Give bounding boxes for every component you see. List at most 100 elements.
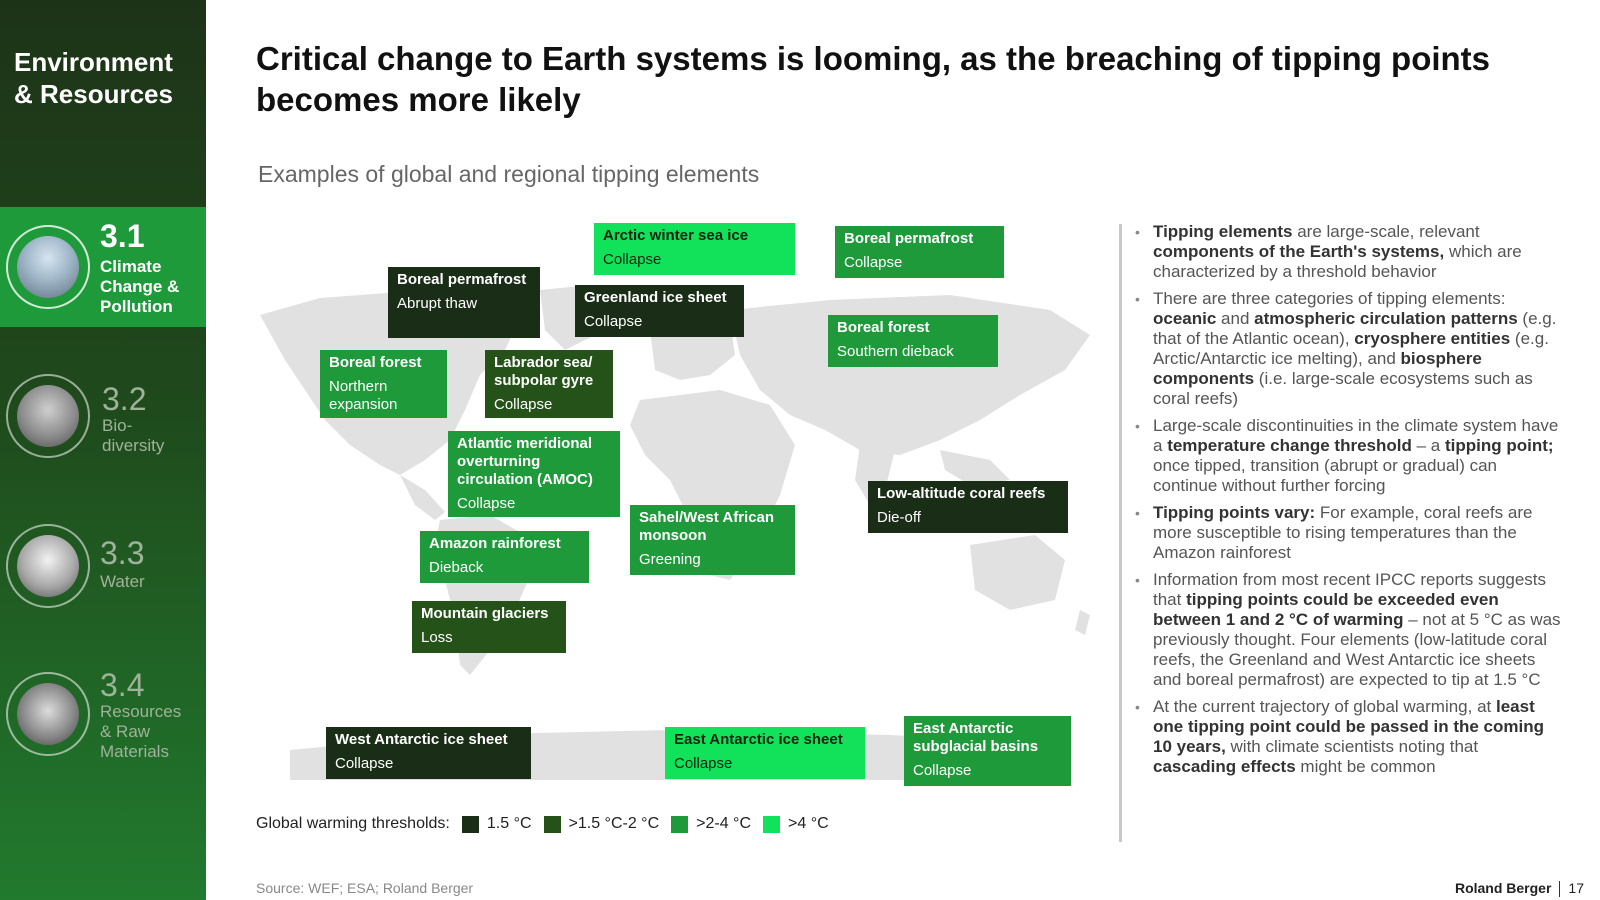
- nav-number: 3.4: [100, 667, 145, 703]
- bullet-text: might be common: [1295, 757, 1436, 776]
- legend-item-label: >4 °C: [788, 815, 829, 832]
- bullet-point: Large-scale discontinuities in the clima…: [1133, 416, 1561, 496]
- bullet-emphasis: cryosphere entities: [1354, 329, 1511, 348]
- bullet-emphasis: Tipping elements: [1153, 222, 1293, 241]
- tipping-element-box: Atlantic meridional overturning circulat…: [448, 431, 620, 517]
- element-name: Low-altitude coral reefs: [877, 485, 1046, 502]
- element-effect: Collapse: [335, 755, 394, 772]
- element-effect: Collapse: [913, 762, 972, 779]
- bullet-text: – a: [1411, 436, 1445, 455]
- source-note: Source: WEF; ESA; Roland Berger: [256, 880, 474, 896]
- page-number: 17: [1568, 880, 1584, 896]
- element-name: East Antarctic subglacial basins: [913, 720, 1039, 755]
- divider: [1559, 881, 1561, 898]
- legend: Global warming thresholds: 1.5 °C >1.5 °…: [256, 815, 829, 833]
- bullet-point: Tipping elements are large-scale, releva…: [1133, 222, 1561, 282]
- element-name: Greenland ice sheet: [584, 289, 727, 306]
- tipping-element-box: Arctic winter sea ice Collapse: [594, 223, 795, 275]
- bullet-list: Tipping elements are large-scale, releva…: [1133, 222, 1561, 784]
- element-name: Amazon rainforest: [429, 535, 561, 552]
- bullet-text: and: [1216, 309, 1255, 328]
- bullet-emphasis: biosphere components: [1153, 349, 1482, 388]
- bullet-text: are large-scale, relevant: [1292, 222, 1480, 241]
- bullet-point: At the current trajectory of global warm…: [1133, 697, 1561, 777]
- bullet-text: with climate scientists noting that: [1225, 737, 1479, 756]
- tipping-element-box: Amazon rainforest Dieback: [420, 531, 589, 583]
- element-effect: Collapse: [457, 495, 516, 512]
- nav-item-biodiversity[interactable]: 3.2 Bio-diversity: [0, 370, 206, 490]
- bullet-text: – not at 5 °C as was previously thought.…: [1153, 610, 1561, 689]
- nav-number: 3.1: [100, 218, 145, 254]
- bird-icon: [6, 374, 90, 458]
- element-name: Boreal forest: [837, 319, 930, 336]
- bullet-emphasis: Tipping points vary:: [1153, 503, 1316, 522]
- tipping-element-box: Sahel/West African monsoon Greening: [630, 505, 795, 575]
- legend-item-label: >2-4 °C: [696, 815, 751, 832]
- bullet-point: There are three categories of tipping el…: [1133, 289, 1561, 409]
- tipping-element-box: Low-altitude coral reefs Die-off: [868, 481, 1068, 533]
- water-drop-icon: [6, 524, 90, 608]
- element-effect: Loss: [421, 629, 453, 646]
- element-name: Atlantic meridional overturning circulat…: [457, 435, 593, 488]
- element-effect: Abrupt thaw: [397, 295, 478, 312]
- legend-swatch: [461, 815, 479, 833]
- bullet-text: (e.g. that of the Atlantic ocean),: [1153, 309, 1557, 348]
- sidebar: Environment & Resources 3.1 Climate Chan…: [0, 0, 206, 900]
- element-effect: Collapse: [584, 313, 643, 330]
- bullet-text: once tipped, transition (abrupt or gradu…: [1153, 456, 1497, 495]
- factory-smokestack-icon: [6, 225, 90, 309]
- bullet-text: Information from most recent IPCC report…: [1153, 570, 1547, 609]
- page-title: Critical change to Earth systems is loom…: [256, 40, 1491, 118]
- nav-label: Climate Change & Pollution: [100, 257, 180, 316]
- bullet-emphasis: tipping point;: [1444, 436, 1554, 455]
- tipping-element-box: Boreal permafrost Collapse: [835, 226, 1004, 278]
- bullet-emphasis: least one tipping point could be passed …: [1153, 697, 1544, 756]
- nav-number: 3.2: [102, 381, 147, 417]
- bullet-point: Tipping points vary: For example, coral …: [1133, 503, 1561, 563]
- bullet-emphasis: oceanic: [1153, 309, 1217, 328]
- footer-brand: Roland Berger 17: [1455, 880, 1584, 898]
- tipping-element-box: Mountain glaciers Loss: [412, 601, 566, 653]
- nav-item-water[interactable]: 3.3 Water: [0, 520, 206, 640]
- nav-label: Resources & Raw Materials: [100, 702, 182, 761]
- bullet-emphasis: components of the Earth's systems,: [1153, 242, 1445, 261]
- nav-label: Bio-diversity: [102, 416, 165, 455]
- divider: [1119, 224, 1122, 842]
- bullet-point: Information from most recent IPCC report…: [1133, 570, 1561, 690]
- element-effect: Collapse: [603, 251, 662, 268]
- bullet-text: At the current trajectory of global warm…: [1153, 697, 1496, 716]
- legend-label: Global warming thresholds:: [256, 815, 450, 832]
- bullet-text: For example, coral reefs are more suscep…: [1153, 503, 1533, 562]
- element-name: West Antarctic ice sheet: [335, 731, 508, 748]
- nav-number: 3.3: [100, 535, 145, 571]
- legend-swatch: [543, 815, 561, 833]
- bullet-emphasis: temperature change threshold: [1167, 436, 1412, 455]
- tipping-element-box: Boreal permafrost Abrupt thaw: [388, 267, 540, 338]
- nav-label: Water: [100, 572, 145, 591]
- element-name: Arctic winter sea ice: [603, 227, 749, 244]
- element-name: Sahel/West African monsoon: [639, 509, 775, 544]
- nav-item-resources[interactable]: 3.4 Resources & Raw Materials: [0, 668, 206, 788]
- nav-item-climate[interactable]: 3.1 Climate Change & Pollution: [0, 207, 206, 327]
- tipping-element-box: Labrador sea/ subpolar gyre Collapse: [485, 350, 613, 418]
- tipping-element-box: Greenland ice sheet Collapse: [575, 285, 744, 337]
- bullet-text: There are three categories of tipping el…: [1153, 289, 1506, 308]
- element-effect: Greening: [639, 551, 701, 568]
- element-effect: Collapse: [674, 755, 733, 772]
- bullet-emphasis: tipping points could be exceeded even be…: [1153, 590, 1499, 629]
- element-effect: Dieback: [429, 559, 484, 576]
- element-effect: Collapse: [494, 396, 553, 413]
- element-effect: Northern expansion: [329, 378, 398, 413]
- bullet-emphasis: cascading effects: [1153, 757, 1296, 776]
- tipping-element-box: Boreal forest Southern dieback: [828, 315, 998, 367]
- bullet-text: (i.e. large-scale ecosystems such as cor…: [1153, 369, 1533, 408]
- mining-landscape-icon: [6, 672, 90, 756]
- section-title: Environment & Resources: [14, 47, 173, 109]
- element-effect: Collapse: [844, 254, 903, 271]
- element-name: East Antarctic ice sheet: [674, 731, 843, 748]
- element-name: Boreal forest: [329, 354, 422, 371]
- bullet-text: which are characterized by a threshold b…: [1153, 242, 1522, 281]
- bullet-text: Large-scale discontinuities in the clima…: [1153, 416, 1559, 455]
- element-effect: Die-off: [877, 509, 921, 526]
- element-name: Boreal permafrost: [844, 230, 974, 247]
